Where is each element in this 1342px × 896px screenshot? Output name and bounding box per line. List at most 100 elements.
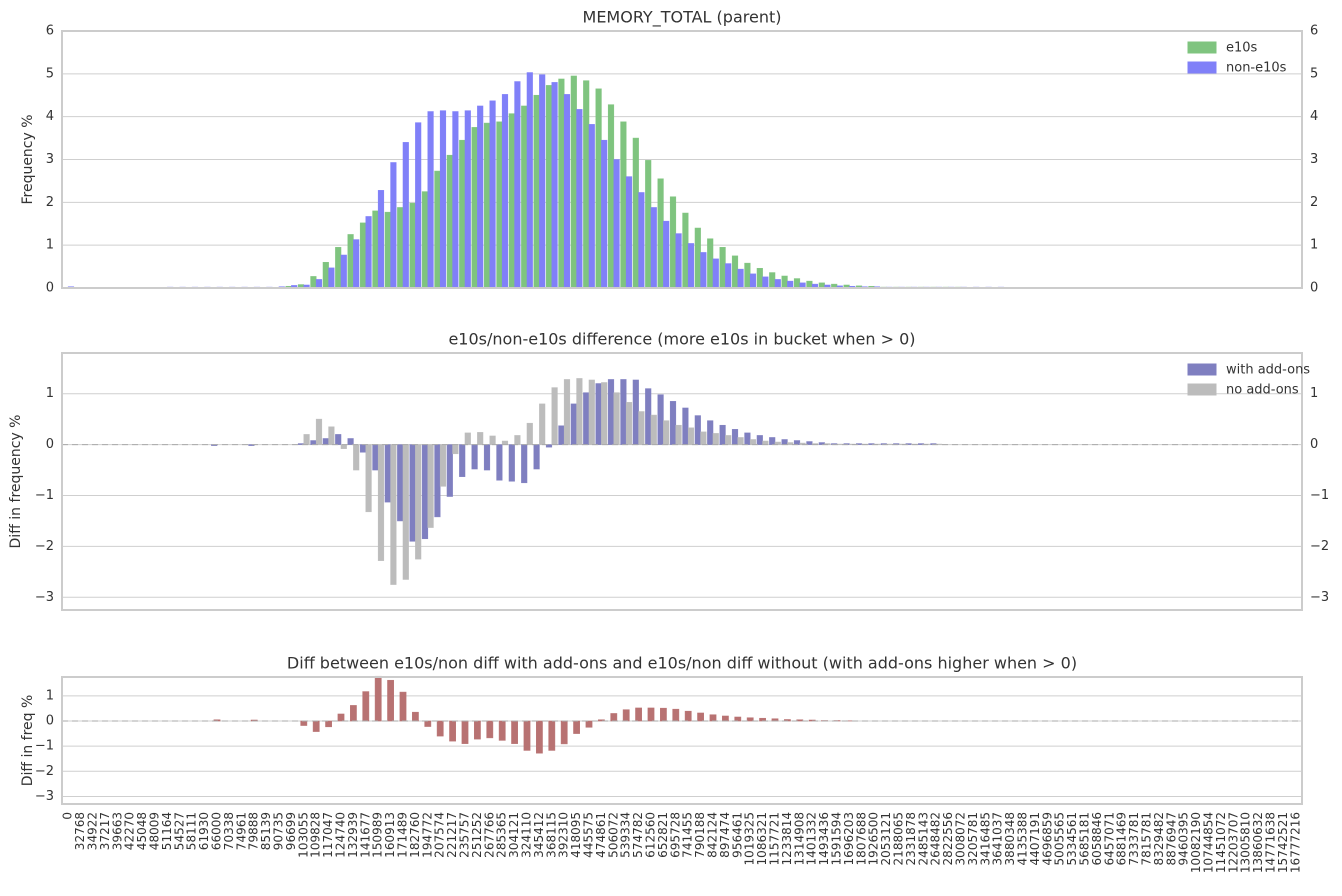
bar [483, 122, 491, 289]
bar [669, 196, 677, 289]
bar [362, 691, 370, 722]
x-tick-label: 90735 [272, 812, 286, 850]
x-tick-label: 418095 [569, 812, 583, 858]
bar [635, 707, 642, 722]
bar [335, 247, 342, 289]
x-tick-label: 445575 [582, 812, 596, 858]
bar [523, 720, 531, 751]
bar [749, 439, 757, 445]
x-tick-label: 160913 [383, 812, 397, 858]
bar [402, 444, 409, 580]
bar [762, 276, 769, 289]
bar [498, 720, 506, 741]
y-tick-label: 0 [46, 281, 54, 296]
x-tick-label: 74961 [234, 812, 248, 850]
y-tick-label: −3 [35, 590, 54, 605]
x-tick-label: 12203707 [1226, 812, 1240, 873]
x-tick-label: 345412 [532, 812, 546, 858]
x-tick-label: 11451072 [1214, 812, 1228, 873]
x-tick-label: 2053121 [879, 812, 893, 865]
bar [384, 444, 391, 503]
x-tick-label: 117047 [321, 812, 335, 858]
bar [421, 444, 429, 540]
bar [558, 425, 565, 445]
bar [452, 444, 459, 455]
bar [657, 178, 664, 289]
bar [551, 82, 558, 289]
bar [337, 713, 345, 722]
bar [725, 263, 732, 289]
x-tick-label: 10082190 [1189, 812, 1203, 873]
y-tick-label-right: 1 [1310, 238, 1318, 253]
bar [402, 142, 409, 289]
chart-title: Diff between e10s/non diff with add-ons … [287, 654, 1077, 673]
bar [744, 262, 751, 289]
bar [322, 438, 329, 445]
bar [514, 435, 521, 445]
y-tick-label-right: 4 [1310, 109, 1318, 124]
bar [675, 424, 682, 445]
bar [632, 379, 639, 445]
bar [545, 85, 553, 289]
bar [483, 444, 491, 471]
y-tick-label: 1 [46, 238, 54, 253]
bar [583, 80, 590, 289]
x-tick-label: 1493436 [817, 812, 831, 865]
x-tick-label: 3008072 [954, 812, 968, 865]
bar [583, 392, 590, 445]
y-tick-label-right: 3 [1310, 152, 1318, 167]
x-tick-label: 3880348 [1003, 812, 1017, 865]
bar [372, 210, 379, 289]
bar [514, 81, 521, 289]
x-tick-label: 324110 [520, 812, 534, 858]
x-tick-label: 6457071 [1102, 812, 1116, 865]
bar [700, 431, 707, 445]
bar [682, 212, 689, 289]
bar [774, 279, 781, 289]
bar [328, 426, 335, 445]
bar [749, 273, 757, 289]
bar [645, 160, 652, 289]
x-tick-label: 61930 [197, 812, 211, 850]
bar [647, 707, 655, 722]
bar [712, 258, 719, 289]
bar [731, 429, 739, 445]
x-tick-label: 506072 [606, 812, 620, 858]
bar [682, 407, 689, 445]
bar [424, 720, 432, 727]
x-tick-label: 16777216 [1288, 812, 1302, 873]
bar [659, 707, 667, 722]
bar [548, 720, 556, 751]
bar [409, 202, 416, 289]
bar [521, 105, 528, 289]
bar [570, 403, 577, 445]
x-tick-label: 51164 [160, 812, 174, 850]
bar [439, 110, 447, 289]
bar [588, 379, 595, 445]
bar [359, 222, 367, 289]
bar [663, 220, 670, 289]
bar [769, 437, 776, 445]
bar [781, 439, 788, 445]
bar [645, 388, 652, 445]
bar [372, 444, 379, 471]
bar [563, 379, 571, 445]
x-tick-label: 5334561 [1065, 812, 1079, 865]
bar [526, 72, 533, 289]
x-tick-label: 285365 [495, 812, 509, 858]
bar [377, 190, 385, 289]
bar [315, 279, 323, 289]
x-tick-label: 2485143 [916, 812, 930, 865]
bar [464, 432, 471, 445]
x-tick-label: 37217 [98, 812, 112, 850]
bar [390, 444, 397, 585]
x-tick-label: 368115 [544, 812, 558, 858]
x-tick-label: 2331878 [904, 812, 918, 865]
legend-swatch [1187, 61, 1217, 74]
x-tick-label: 4696859 [1040, 812, 1054, 865]
y-axis-label: Diff in freq % [20, 695, 36, 787]
x-tick-label: 70338 [222, 812, 236, 850]
bar [625, 402, 633, 445]
bar [684, 710, 692, 722]
y-tick-label-right: −1 [1310, 488, 1329, 503]
